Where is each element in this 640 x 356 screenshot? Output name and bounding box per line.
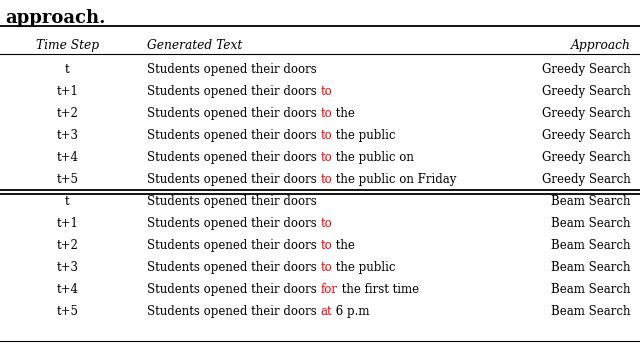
- Text: t+2: t+2: [56, 107, 78, 120]
- Text: Students opened their doors: Students opened their doors: [147, 261, 321, 274]
- Text: the public on: the public on: [332, 151, 414, 164]
- Text: the public: the public: [332, 261, 396, 274]
- Text: t+4: t+4: [56, 151, 78, 164]
- Text: Students opened their doors: Students opened their doors: [147, 151, 321, 164]
- Text: Students opened their doors: Students opened their doors: [147, 239, 321, 252]
- Text: Students opened their doors: Students opened their doors: [147, 283, 321, 296]
- Text: 6 p.m: 6 p.m: [332, 305, 370, 318]
- Text: Greedy Search: Greedy Search: [541, 173, 630, 186]
- Text: Beam Search: Beam Search: [551, 217, 630, 230]
- Text: to: to: [321, 151, 332, 164]
- Text: Generated Text: Generated Text: [147, 39, 243, 52]
- Text: Students opened their doors: Students opened their doors: [147, 195, 317, 208]
- Text: the public on Friday: the public on Friday: [332, 173, 457, 186]
- Text: Beam Search: Beam Search: [551, 283, 630, 296]
- Text: for: for: [321, 283, 338, 296]
- Text: Greedy Search: Greedy Search: [541, 63, 630, 75]
- Text: to: to: [321, 129, 332, 142]
- Text: Greedy Search: Greedy Search: [541, 151, 630, 164]
- Text: t+5: t+5: [56, 305, 78, 318]
- Text: t+5: t+5: [56, 173, 78, 186]
- Text: Beam Search: Beam Search: [551, 305, 630, 318]
- Text: Students opened their doors: Students opened their doors: [147, 305, 321, 318]
- Text: Students opened their doors: Students opened their doors: [147, 217, 321, 230]
- Text: to: to: [321, 85, 332, 98]
- Text: t+1: t+1: [56, 217, 78, 230]
- Text: Approach: Approach: [570, 39, 630, 52]
- Text: the first time: the first time: [338, 283, 419, 296]
- Text: t: t: [65, 63, 70, 75]
- Text: t+3: t+3: [56, 129, 78, 142]
- Text: the: the: [332, 239, 355, 252]
- Text: to: to: [321, 239, 332, 252]
- Text: the public: the public: [332, 129, 396, 142]
- Text: to: to: [321, 261, 332, 274]
- Text: Greedy Search: Greedy Search: [541, 107, 630, 120]
- Text: t: t: [65, 195, 70, 208]
- Text: to: to: [321, 173, 332, 186]
- Text: t+2: t+2: [56, 239, 78, 252]
- Text: to: to: [321, 107, 332, 120]
- Text: Beam Search: Beam Search: [551, 239, 630, 252]
- Text: Greedy Search: Greedy Search: [541, 85, 630, 98]
- Text: to: to: [321, 217, 332, 230]
- Text: t+4: t+4: [56, 283, 78, 296]
- Text: Beam Search: Beam Search: [551, 261, 630, 274]
- Text: Students opened their doors: Students opened their doors: [147, 107, 321, 120]
- Text: Greedy Search: Greedy Search: [541, 129, 630, 142]
- Text: t+3: t+3: [56, 261, 78, 274]
- Text: t+1: t+1: [56, 85, 78, 98]
- Text: at: at: [321, 305, 332, 318]
- Text: Beam Search: Beam Search: [551, 195, 630, 208]
- Text: Students opened their doors: Students opened their doors: [147, 173, 321, 186]
- Text: Students opened their doors: Students opened their doors: [147, 63, 317, 75]
- Text: Time Step: Time Step: [36, 39, 99, 52]
- Text: the: the: [332, 107, 355, 120]
- Text: approach.: approach.: [5, 9, 106, 27]
- Text: Students opened their doors: Students opened their doors: [147, 85, 321, 98]
- Text: Students opened their doors: Students opened their doors: [147, 129, 321, 142]
